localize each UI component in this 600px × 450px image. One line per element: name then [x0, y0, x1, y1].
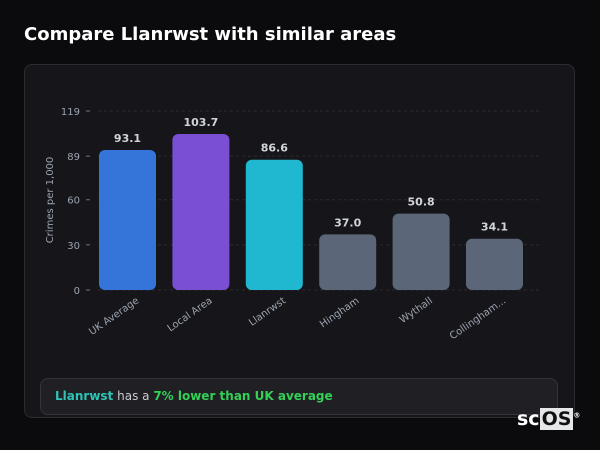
bar-value-label: 50.8 [408, 196, 435, 209]
bar-value-label: 93.1 [114, 132, 141, 145]
y-tick-label: 0 [74, 286, 80, 297]
x-tick-label: Wythall [398, 295, 435, 326]
summary-text: has a [113, 389, 154, 403]
x-tick-label: Collingham... [448, 295, 508, 342]
bar-value-label: 37.0 [334, 216, 361, 229]
bar-0 [99, 149, 156, 290]
bar-4 [392, 213, 450, 290]
y-tick-label: 119 [61, 107, 80, 118]
summary-comparison: 7% lower than UK average [153, 389, 333, 403]
summary-box: Llanrwst has a 7% lower than UK average [40, 378, 558, 415]
x-tick-label: Hingham [318, 295, 361, 330]
bar-3 [319, 234, 377, 290]
y-axis-label: Crimes per 1,000 [45, 157, 56, 244]
page-title: Compare Llanrwst with similar areas [24, 24, 397, 45]
y-tick-label: 60 [67, 196, 80, 207]
x-tick-label: Llanrwst [247, 295, 288, 328]
scos-logo: sc OS ® [517, 408, 581, 430]
bar-value-label: 34.1 [481, 221, 508, 234]
bar-value-label: 103.7 [184, 116, 219, 129]
bar-1 [172, 134, 230, 290]
y-tick-label: 30 [67, 241, 80, 252]
y-tick-label: 89 [67, 152, 80, 163]
x-tick-label: Local Area [166, 295, 215, 334]
bar-value-label: 86.6 [261, 142, 288, 155]
summary-area: Llanrwst [55, 389, 114, 403]
bar-5 [466, 238, 523, 290]
x-tick-label: UK Average [87, 295, 141, 337]
bar-2 [245, 159, 303, 290]
